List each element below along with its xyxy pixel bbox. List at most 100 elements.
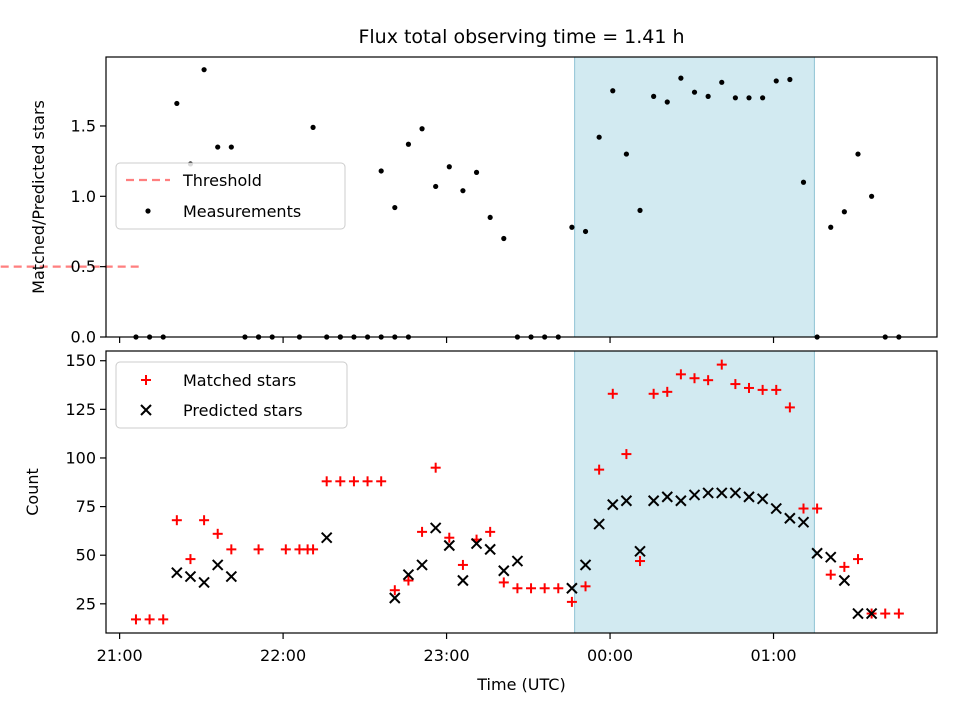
predicted-star-point-b [702,487,714,499]
predicted-star-point [443,539,456,552]
matched-star-point [730,379,741,390]
bottom-x-tick-label: 21:00 [97,646,143,665]
matched-star-point [444,532,455,543]
predicted-star-point-b [756,493,769,505]
matched-star-point [226,544,237,555]
matched-star-point [185,554,196,565]
predicted-star-point-b [171,567,183,579]
matched-star-point [580,581,591,592]
measurements-points [133,67,902,340]
measurement-point [855,151,861,157]
measurement-point [582,228,589,235]
matched-star-point [403,575,414,586]
matched-star-point [362,476,373,487]
matched-star-point [144,614,155,625]
top-panel: 0.0 0.5 1.0 1.5 Flux total observing time =… [0,26,938,347]
predicted-star-point [716,487,728,499]
bottom-legend-box [115,361,348,429]
bottom-plot-frame [105,350,938,634]
matched-star-point [130,614,141,625]
bottom-x-tick-label: 22:00 [260,646,306,665]
predicted-star-point-b [198,576,210,589]
matched-star-point [771,384,782,395]
measurement-point [228,144,234,150]
bottom-x-ticks: 21:00 22:00 23:00 00:00 01:00 [97,633,797,665]
matched-star-point [594,464,605,475]
matched-star-point [308,544,319,555]
measurement-point [215,144,221,150]
measurement-point [446,164,452,170]
matched-star-point [553,583,564,594]
matched-star-point [621,449,632,460]
matched-star-point [689,373,700,384]
top-x-ticks [119,337,775,343]
predicted-star-point-b [825,551,837,563]
predicted-star-point-b [811,547,823,559]
top-observing-interval-shade [574,56,815,338]
bottom-legend: Matched stars Predicted stars [115,361,348,429]
bottom-y-tick-label: 75 [76,497,96,516]
matched-stars-points [130,359,904,625]
predicted-star-point [729,487,742,499]
predicted-star-point-b [498,565,510,577]
predicted-star-point [647,495,660,507]
matched-star-point [852,554,863,565]
predicted-star-point-b [688,489,701,501]
matched-legend-swatch [141,375,151,385]
bottom-x-tick-label: 00:00 [587,646,633,665]
measurement-point [569,224,575,230]
predicted-star-point [470,537,483,550]
predicted-star-point-b [402,568,415,581]
predicted-star-point [184,570,197,583]
predicted-star-point [429,522,442,534]
measurement-point [378,168,384,174]
predicted-star-point [620,495,633,507]
measurement-point [392,204,398,211]
measurement-point [610,88,616,94]
matched-star-point [703,375,714,386]
predicted-star-point [511,555,524,567]
predicted-star-point-b [716,487,728,499]
measurement-point [691,89,698,95]
predicted-star-point [402,568,415,581]
predicted-legend-swatch [140,404,152,416]
matched-star-point [744,382,755,393]
measurement-point [773,78,779,84]
top-plot-frame [105,56,938,338]
measurement-point [719,79,725,85]
predicted-star-point-b [225,570,238,583]
predicted-star-point [634,545,646,558]
predicted-star-point-b [675,495,687,507]
bottom-x-tick-label: 01:00 [750,646,796,665]
matched-star-point [648,388,659,399]
predicted-star-point [688,489,701,501]
predicted-star-point-b [607,498,619,511]
bottom-y-tick-label: 125 [65,400,96,419]
predicted-star-point-b [743,491,755,503]
x-axis-label: Time (UTC) [476,675,565,694]
matched-star-point [321,476,332,487]
threshold-legend-label: Threshold [182,171,262,190]
measurement-point [705,93,711,99]
top-y-tick-label: 1.5 [71,116,96,135]
top-legend-box [115,162,346,230]
matched-star-point [880,608,891,619]
predicted-star-point-b [184,570,197,583]
predicted-star-point [593,518,605,530]
predicted-star-point [770,502,782,515]
matched-star-point [662,386,673,397]
matched-star-point [635,556,646,567]
matched-star-point [280,544,291,555]
predicted-star-point [225,570,238,583]
matched-star-point [335,476,346,487]
predicted-star-point-b [457,574,469,587]
matched-star-point [376,476,387,487]
matched-star-point [675,369,686,380]
measurement-point [405,141,412,147]
matched-star-point [757,384,768,395]
predicted-star-point [416,559,428,571]
measurement-point [678,75,684,81]
measurement-point [419,126,425,132]
predicted-star-point [566,582,578,594]
predicted-star-point [852,607,864,620]
